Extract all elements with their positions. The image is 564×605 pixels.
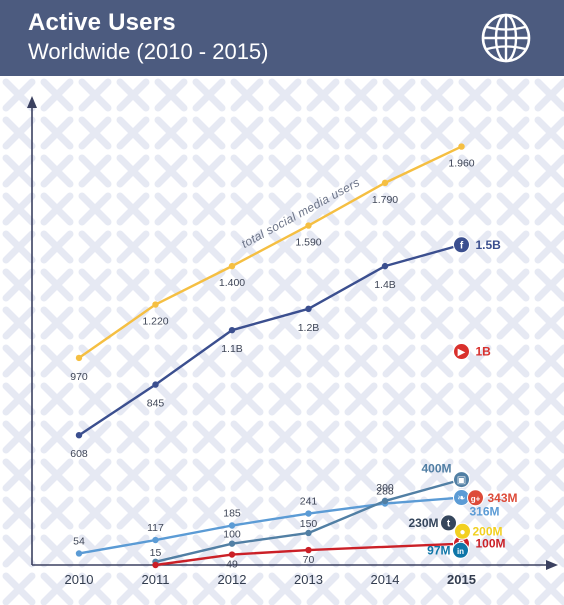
end-value-label: 230M — [408, 516, 438, 530]
end-value-label: 100M — [476, 537, 506, 551]
y-axis-arrow — [27, 96, 37, 108]
data-label: 1.220 — [142, 316, 168, 328]
twitter-icon-glyph: ❧ — [457, 493, 465, 504]
data-point — [228, 540, 236, 547]
data-label: 54 — [73, 535, 85, 547]
data-label: 1.4B — [374, 279, 396, 291]
x-tick-label: 2012 — [218, 572, 247, 587]
data-label: 970 — [70, 371, 88, 383]
data-point — [381, 179, 389, 187]
twitter-icon: ❧ 316M — [453, 489, 500, 519]
x-tick-label: 2015 — [447, 572, 476, 587]
series-line — [78, 243, 462, 437]
snapchat-icon-glyph: ● — [459, 527, 465, 538]
data-label: 608 — [70, 448, 88, 460]
header: Active Users Worldwide (2010 - 2015) — [0, 0, 564, 76]
instagram-icon-badge — [453, 471, 470, 489]
data-point — [152, 561, 159, 569]
data-point — [228, 551, 236, 558]
facebook-icon: f 1.5B — [453, 236, 502, 254]
data-label: 15 — [150, 547, 162, 559]
end-value-label: 200M — [473, 524, 503, 538]
data-point — [305, 222, 312, 229]
snapchat-icon-badge — [454, 522, 471, 540]
x-tick-label: 2010 — [65, 572, 94, 587]
data-label: 1.590 — [295, 237, 321, 249]
data-point — [381, 262, 389, 270]
data-label: 1.2B — [298, 322, 320, 334]
x-tick-label: 2011 — [142, 572, 170, 587]
facebook-icon-badge — [453, 236, 470, 254]
data-label: 1.1B — [221, 343, 243, 355]
data-point — [228, 262, 236, 270]
google-plus-icon-glyph: g+ — [471, 494, 481, 503]
series-line — [155, 542, 462, 567]
google-plus-icon-badge — [467, 489, 484, 507]
google-plus-icon: g+ 343M — [467, 489, 518, 507]
data-point — [305, 510, 312, 517]
data-point — [458, 143, 465, 150]
end-value-label: 1B — [476, 345, 492, 359]
youtube-icon: ▶ 1B — [453, 343, 492, 361]
data-point — [228, 326, 236, 334]
chart-subtitle: Worldwide (2010 - 2015) — [28, 39, 269, 64]
data-point — [305, 305, 312, 313]
snapchat-icon: ● 200M — [454, 522, 503, 540]
series-line — [78, 145, 463, 359]
data-label: 150 — [300, 518, 318, 530]
end-value-label: 343M — [488, 491, 518, 505]
data-label: 49 — [226, 559, 238, 571]
instagram-icon-glyph: ▣ — [457, 475, 466, 486]
globe-icon — [481, 13, 531, 63]
data-point — [75, 550, 83, 557]
data-point — [305, 546, 312, 554]
data-point — [152, 301, 159, 308]
data-label: 288 — [376, 486, 394, 498]
data-label: 185 — [223, 508, 241, 520]
data-point — [152, 536, 159, 544]
end-value-label: 1.5B — [476, 238, 502, 252]
tumblr-icon-glyph: t — [447, 518, 451, 529]
end-value-label: 97M — [427, 543, 450, 557]
youtube-icon-badge — [453, 343, 470, 361]
linkedin-icon-glyph: in — [457, 547, 464, 556]
data-label: 1.790 — [372, 194, 398, 206]
line-chart: 2010 2011 2012 2013 2014 2015 970 1.220 1.400 1.… — [0, 76, 564, 605]
youtube-icon-glyph: ▶ — [458, 347, 466, 358]
linkedin-icon: in 97M — [427, 541, 469, 559]
data-point — [75, 354, 83, 362]
end-value-label: 316M — [470, 505, 500, 519]
linkedin-icon-badge — [452, 541, 469, 559]
instagram-icon: ▣ 400M — [421, 462, 470, 489]
series-line — [78, 496, 462, 555]
facebook-icon-glyph: f — [460, 240, 464, 251]
data-label: 117 — [147, 522, 164, 534]
data-point — [381, 497, 389, 505]
data-label: 300 — [376, 482, 394, 494]
data-label: 845 — [147, 398, 165, 410]
tumblr-icon-badge — [440, 514, 457, 532]
x-tick-label: 2013 — [294, 572, 323, 587]
data-point — [228, 522, 236, 529]
data-label: 1.400 — [219, 277, 245, 289]
data-label: 1.960 — [448, 158, 474, 170]
tumblr-icon: t 230M — [408, 514, 457, 532]
x-axis-arrow — [546, 560, 558, 570]
data-label: 100 — [223, 529, 241, 541]
data-point — [305, 529, 312, 537]
data-label: 70 — [303, 554, 315, 566]
x-tick-label: 2014 — [371, 572, 400, 587]
data-label: 241 — [300, 496, 318, 508]
chart-title: Active Users — [28, 9, 176, 36]
data-point — [152, 381, 159, 388]
end-value-label: 400M — [421, 462, 451, 476]
data-point — [75, 431, 83, 439]
